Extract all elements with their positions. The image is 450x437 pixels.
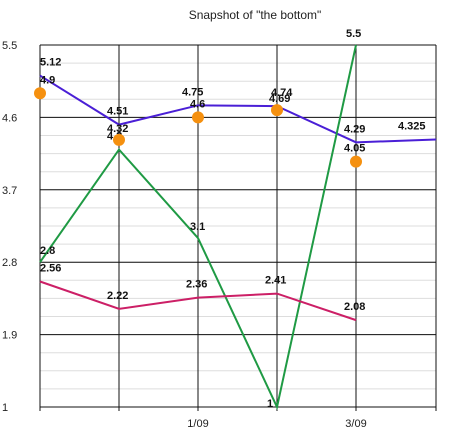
y-tick-label: 3.7 (2, 185, 17, 197)
data-point (192, 111, 204, 124)
data-label: 4.6 (190, 98, 205, 110)
data-label: 2.08 (344, 301, 365, 313)
data-label: 4.69 (269, 93, 290, 105)
data-label: 4.51 (107, 106, 128, 118)
data-label: 1 (267, 398, 273, 410)
x-tick-label: 3/09 (345, 418, 366, 430)
y-tick-label: 2.8 (2, 257, 17, 269)
data-label: 4.325 (398, 121, 426, 133)
series-line (39, 280, 357, 322)
data-label: 2.41 (265, 275, 286, 287)
y-tick-label: 5.5 (2, 40, 17, 52)
data-point (34, 87, 46, 100)
data-label: 3.1 (190, 221, 205, 233)
data-label: 5.5 (346, 28, 361, 40)
data-label: 4.32 (107, 123, 128, 135)
data-label: 4.75 (182, 86, 203, 98)
x-tick-label: 1/09 (187, 418, 208, 430)
data-label: 4.9 (40, 74, 55, 86)
chart-title: Snapshot of "the bottom" (188, 8, 322, 22)
y-tick-label: 4.6 (2, 112, 17, 124)
data-label: 4.29 (344, 123, 365, 135)
series-line (39, 44, 357, 411)
data-point (350, 155, 362, 168)
series-line (39, 74, 437, 144)
data-point (113, 133, 125, 146)
data-label: 4.05 (344, 143, 365, 155)
data-label: 4.74 (271, 87, 293, 99)
data-label: 2.22 (107, 290, 128, 302)
data-label: 2.56 (40, 263, 61, 275)
data-point (271, 104, 283, 117)
data-label: 2.8 (40, 245, 55, 257)
data-label: 2.36 (186, 279, 207, 291)
y-tick-label: 1 (2, 402, 8, 414)
data-label: 5.12 (40, 57, 61, 69)
y-tick-label: 1.9 (2, 330, 17, 342)
